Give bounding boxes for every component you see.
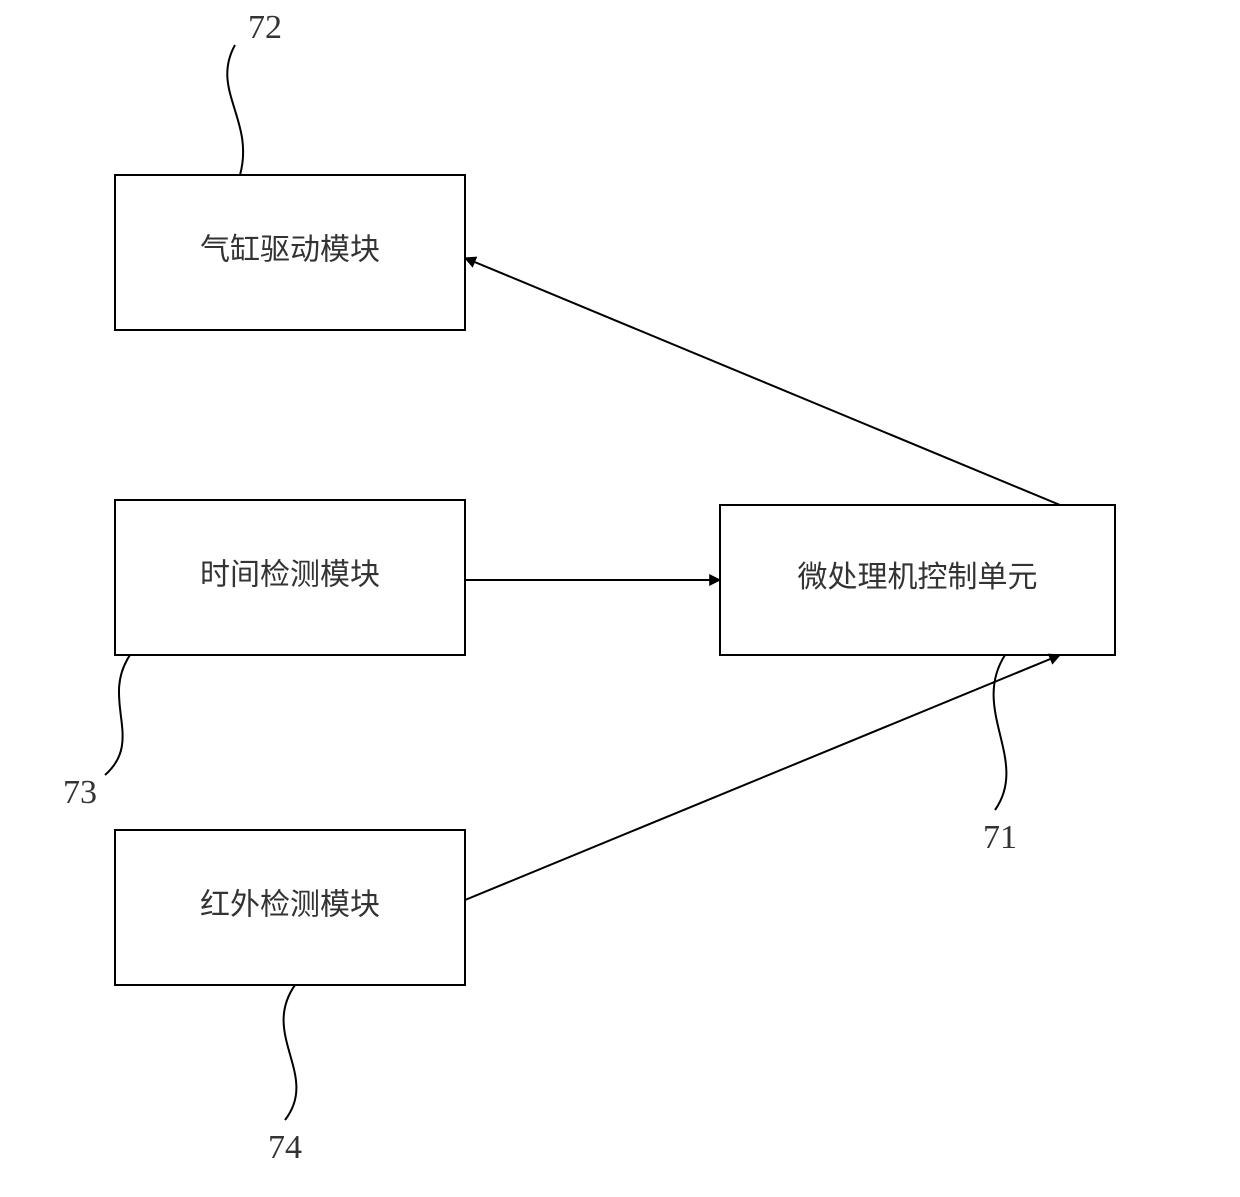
node-label-mcu: 微处理机控制单元 — [798, 561, 1038, 594]
ref-lead-cylinder_drive — [227, 45, 243, 175]
ref-num-cylinder_drive: 72 — [248, 9, 282, 46]
node-label-time_detect: 时间检测模块 — [200, 558, 380, 591]
node-label-cylinder_drive: 气缸驱动模块 — [200, 233, 380, 266]
ref-lead-time_detect — [105, 655, 130, 775]
node-ir_detect: 红外检测模块 74 — [115, 830, 465, 1166]
ref-num-ir_detect: 74 — [268, 1129, 302, 1166]
ref-num-mcu: 71 — [983, 819, 1017, 856]
edge-2 — [465, 655, 1060, 900]
ref-lead-ir_detect — [284, 985, 297, 1120]
node-cylinder_drive: 气缸驱动模块 72 — [115, 9, 465, 330]
edge-0 — [465, 258, 1060, 505]
node-mcu: 微处理机控制单元 71 — [720, 505, 1115, 856]
ref-num-time_detect: 73 — [63, 774, 97, 811]
node-label-ir_detect: 红外检测模块 — [200, 888, 380, 921]
node-time_detect: 时间检测模块 73 — [63, 500, 465, 811]
